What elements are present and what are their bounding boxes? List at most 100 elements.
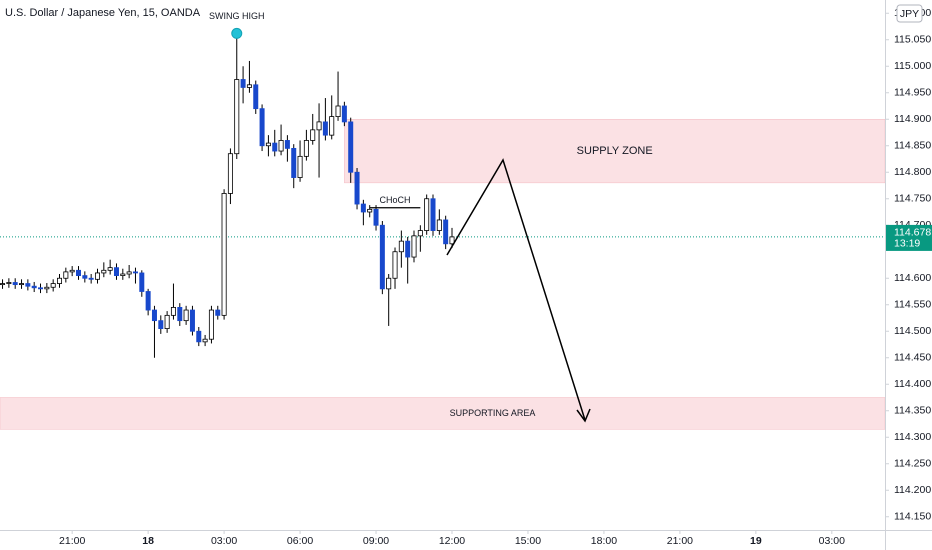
y-tick-label: 114.750 (894, 193, 931, 205)
candle-body (0, 283, 6, 286)
x-tick-label: 18:00 (591, 535, 617, 547)
y-tick-label: 115.000 (894, 60, 931, 72)
candle-body (139, 272, 145, 292)
y-tick-label: 114.600 (894, 272, 931, 284)
last-price-box (886, 224, 932, 251)
projection-arrow (446, 158, 586, 421)
candle-body (291, 147, 297, 178)
x-tick-label: 21:00 (59, 535, 85, 547)
candle-body (278, 140, 284, 152)
candle-body (335, 105, 341, 117)
candle-body (316, 121, 322, 131)
candle-body (424, 198, 430, 231)
y-tick-label: 114.500 (894, 325, 931, 337)
y-tick-label: 114.150 (894, 511, 931, 523)
choch-label: CHoCH (380, 195, 411, 205)
candle-body (107, 267, 113, 271)
candle-body (386, 277, 392, 290)
zone-label: SUPPORTING AREA (450, 408, 536, 418)
candle-body (310, 129, 316, 141)
candle-body (253, 84, 259, 110)
candle-body (31, 285, 37, 289)
candle-body (196, 330, 202, 343)
candle-body (88, 277, 94, 280)
x-tick-label: 03:00 (819, 535, 845, 547)
y-tick-label: 114.350 (894, 405, 931, 417)
candle-body (25, 283, 31, 287)
candle-body (120, 273, 126, 277)
candle-body (398, 240, 404, 253)
candle-body (221, 193, 227, 316)
candle-body (246, 84, 252, 88)
zone (344, 119, 886, 184)
candle-body (259, 108, 265, 147)
candle-body (417, 230, 423, 237)
y-tick-label: 114.450 (894, 352, 931, 364)
candle-body (348, 121, 354, 173)
candle-body (12, 282, 18, 286)
y-tick-label: 114.200 (894, 484, 931, 496)
currency-label: JPY (900, 8, 919, 20)
y-tick-label: 114.800 (894, 166, 931, 178)
candle-body (240, 79, 246, 88)
candle-body (341, 105, 347, 123)
candle-body (284, 140, 290, 149)
candle-body (360, 203, 366, 213)
candle-body (170, 306, 176, 316)
candle-body (101, 269, 107, 274)
candle-body (19, 283, 25, 286)
x-tick-label: 06:00 (287, 535, 313, 547)
candle-body (208, 309, 214, 340)
candle-body (164, 314, 170, 330)
candle-body (94, 272, 100, 280)
candle-body (38, 287, 44, 290)
y-tick-label: 114.900 (894, 113, 931, 125)
candle-body (132, 271, 138, 274)
swing-high-label: SWING HIGH (209, 11, 265, 21)
candle-body (126, 271, 132, 275)
zone-label: SUPPLY ZONE (577, 145, 653, 157)
candle-body (303, 140, 309, 157)
candle-body (177, 306, 183, 322)
x-tick-label: 12:00 (439, 535, 465, 547)
candle-body (436, 219, 442, 231)
candle-body (265, 142, 271, 147)
x-tick-label: 15:00 (515, 535, 541, 547)
x-tick-label: 21:00 (667, 535, 693, 547)
y-tick-label: 114.400 (894, 378, 931, 390)
candle-body (113, 267, 119, 276)
candle-body (234, 79, 240, 155)
candle-body (158, 320, 164, 329)
candle-body (297, 155, 303, 178)
y-tick-label: 114.950 (894, 87, 931, 99)
candle-body (6, 282, 12, 284)
x-tick-label: 19 (750, 535, 762, 547)
y-tick-label: 115.050 (894, 34, 931, 46)
candle-body (189, 309, 195, 332)
countdown-label: 13:19 (894, 238, 920, 250)
swing-high-dot (231, 27, 243, 39)
candle-body (75, 269, 81, 276)
candle-body (449, 236, 455, 245)
candle-body (373, 208, 379, 226)
candle-body (430, 198, 436, 231)
arrow-head (576, 408, 591, 423)
candle-body (405, 240, 411, 258)
candle-body (379, 224, 385, 290)
candle-body (69, 269, 75, 273)
candle-body (367, 208, 373, 213)
candle-body (354, 171, 360, 205)
candle-body (57, 277, 63, 284)
candle-body (272, 142, 278, 152)
candle-body (227, 153, 233, 194)
currency-box[interactable] (896, 4, 923, 23)
candle-body (202, 338, 208, 343)
x-tick-label: 03:00 (211, 535, 237, 547)
candle-body (44, 286, 50, 290)
last-price-label: 114.678 (894, 227, 931, 239)
candle-body (411, 235, 417, 258)
candle-body (329, 116, 335, 136)
candle-body (145, 291, 151, 311)
